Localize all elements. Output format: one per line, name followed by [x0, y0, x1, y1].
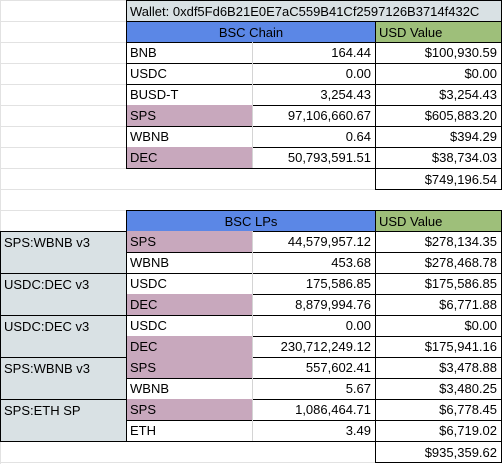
lp-token-cell[interactable]: ETH: [126, 420, 253, 442]
chain-usd-cell[interactable]: $100,930.59: [375, 42, 502, 64]
chain-amount-cell[interactable]: 0.64: [252, 126, 376, 148]
lp-amount-cell[interactable]: 5.67: [252, 378, 376, 400]
bsc-lps-total[interactable]: $935,359.62: [375, 441, 502, 463]
lp-token-cell[interactable]: WBNB: [126, 378, 253, 400]
lp-usd-cell[interactable]: $6,719.02: [375, 420, 502, 442]
chain-token-cell[interactable]: BUSD-T: [126, 84, 253, 106]
bsc-chain-usd-header[interactable]: USD Value: [375, 21, 502, 43]
chain-usd-cell[interactable]: $394.29: [375, 126, 502, 148]
chain-token-cell[interactable]: DEC: [126, 147, 253, 169]
lp-amount-cell[interactable]: 230,712,249.12: [252, 336, 376, 358]
lp-usd-cell[interactable]: $175,941.16: [375, 336, 502, 358]
lp-token-cell[interactable]: SPS: [126, 231, 253, 253]
chain-token-cell[interactable]: USDC: [126, 63, 253, 85]
bsc-chain-total[interactable]: $749,196.54: [375, 168, 502, 190]
lp-usd-cell[interactable]: $6,771.88: [375, 294, 502, 316]
bsc-lps-usd-header[interactable]: USD Value: [375, 210, 502, 232]
lp-token-cell[interactable]: SPS: [126, 399, 253, 421]
lp-amount-cell[interactable]: 557,602.41: [252, 357, 376, 379]
lp-amount-cell[interactable]: 44,579,957.12: [252, 231, 376, 253]
chain-token-cell[interactable]: SPS: [126, 105, 253, 127]
lp-amount-cell[interactable]: 175,586.85: [252, 273, 376, 295]
bsc-chain-header[interactable]: BSC Chain: [126, 21, 376, 43]
chain-amount-cell[interactable]: 50,793,591.51: [252, 147, 376, 169]
lp-amount-cell[interactable]: 8,879,994.76: [252, 294, 376, 316]
chain-amount-cell[interactable]: 97,106,660.67: [252, 105, 376, 127]
lp-amount-cell[interactable]: 453.68: [252, 252, 376, 274]
lp-amount-cell[interactable]: 1,086,464.71: [252, 399, 376, 421]
lp-pair-cell[interactable]: SPS:ETH SP: [0, 399, 127, 442]
chain-usd-cell[interactable]: $38,734.03: [375, 147, 502, 169]
lp-token-cell[interactable]: USDC: [126, 315, 253, 337]
lp-usd-cell[interactable]: $3,480.25: [375, 378, 502, 400]
chain-usd-cell[interactable]: $605,883.20: [375, 105, 502, 127]
lp-usd-cell[interactable]: $175,586.85: [375, 273, 502, 295]
chain-amount-cell[interactable]: 0.00: [252, 63, 376, 85]
lp-usd-cell[interactable]: $278,134.35: [375, 231, 502, 253]
lp-token-cell[interactable]: DEC: [126, 336, 253, 358]
chain-token-cell[interactable]: BNB: [126, 42, 253, 64]
lp-usd-cell[interactable]: $3,478.88: [375, 357, 502, 379]
lp-usd-cell[interactable]: $0.00: [375, 315, 502, 337]
lp-amount-cell[interactable]: 0.00: [252, 315, 376, 337]
chain-token-cell[interactable]: WBNB: [126, 126, 253, 148]
lp-token-cell[interactable]: WBNB: [126, 252, 253, 274]
chain-usd-cell[interactable]: $3,254.43: [375, 84, 502, 106]
chain-usd-cell[interactable]: $0.00: [375, 63, 502, 85]
lp-usd-cell[interactable]: $278,468.78: [375, 252, 502, 274]
lp-token-cell[interactable]: USDC: [126, 273, 253, 295]
chain-amount-cell[interactable]: 164.44: [252, 42, 376, 64]
lp-amount-cell[interactable]: 3.49: [252, 420, 376, 442]
lp-pair-cell[interactable]: SPS:WBNB v3: [0, 231, 127, 274]
lp-token-cell[interactable]: DEC: [126, 294, 253, 316]
chain-amount-cell[interactable]: 3,254.43: [252, 84, 376, 106]
lp-pair-cell[interactable]: USDC:DEC v3: [0, 315, 127, 358]
bsc-lps-header[interactable]: BSC LPs: [126, 210, 376, 232]
wallet-address-cell[interactable]: Wallet: 0xdf5Fd6B21E0E7aC559B41Cf2597126…: [126, 0, 502, 22]
lp-usd-cell[interactable]: $6,778.45: [375, 399, 502, 421]
lp-pair-cell[interactable]: SPS:WBNB v3: [0, 357, 127, 400]
lp-pair-cell[interactable]: USDC:DEC v3: [0, 273, 127, 316]
lp-token-cell[interactable]: SPS: [126, 357, 253, 379]
